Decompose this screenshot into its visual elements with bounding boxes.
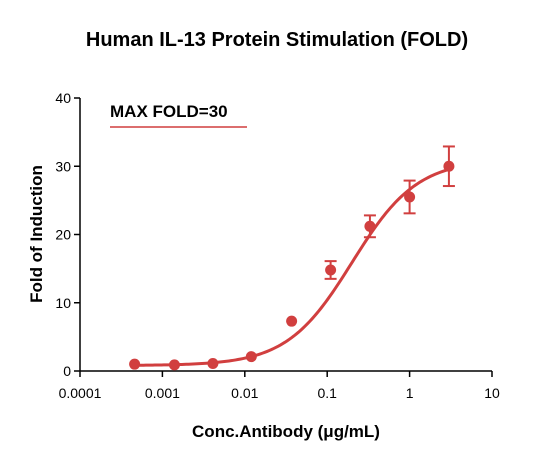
y-tick-label: 0 (63, 363, 71, 379)
chart-title: Human IL-13 Protein Stimulation (FOLD) (86, 29, 468, 51)
fit-curve (134, 167, 450, 367)
data-points-layer (129, 145, 455, 371)
y-tick-label: 40 (55, 90, 71, 106)
y-tick-label: 30 (55, 158, 71, 174)
x-tick-label: 10 (484, 385, 500, 401)
x-axis: 0.0001 0.001 0.01 0.1 1 10 (59, 370, 500, 401)
y-tick-label: 20 (55, 227, 71, 243)
data-point (245, 351, 257, 363)
data-point (364, 220, 376, 232)
x-tick-label: 0.001 (145, 385, 180, 401)
fit-curve-layer (134, 167, 450, 367)
x-axis-label: Conc.Antibody (μg/mL) (192, 422, 380, 441)
data-point (286, 315, 298, 327)
y-axis-label: Fold of Induction (27, 165, 46, 303)
y-tick-label: 10 (55, 295, 71, 311)
x-tick-label: 0.1 (317, 385, 337, 401)
x-tick-label: 0.0001 (59, 385, 102, 401)
x-tick-label: 0.01 (231, 385, 258, 401)
data-point (129, 358, 141, 370)
data-point (443, 160, 455, 172)
max-fold-annotation: MAX FOLD=30 (110, 102, 228, 121)
x-tick-label: 1 (406, 385, 414, 401)
y-axis: 0 10 20 30 40 (55, 90, 81, 379)
data-point (404, 191, 416, 203)
data-point (207, 357, 219, 369)
data-point (325, 264, 337, 276)
data-point (168, 359, 180, 371)
